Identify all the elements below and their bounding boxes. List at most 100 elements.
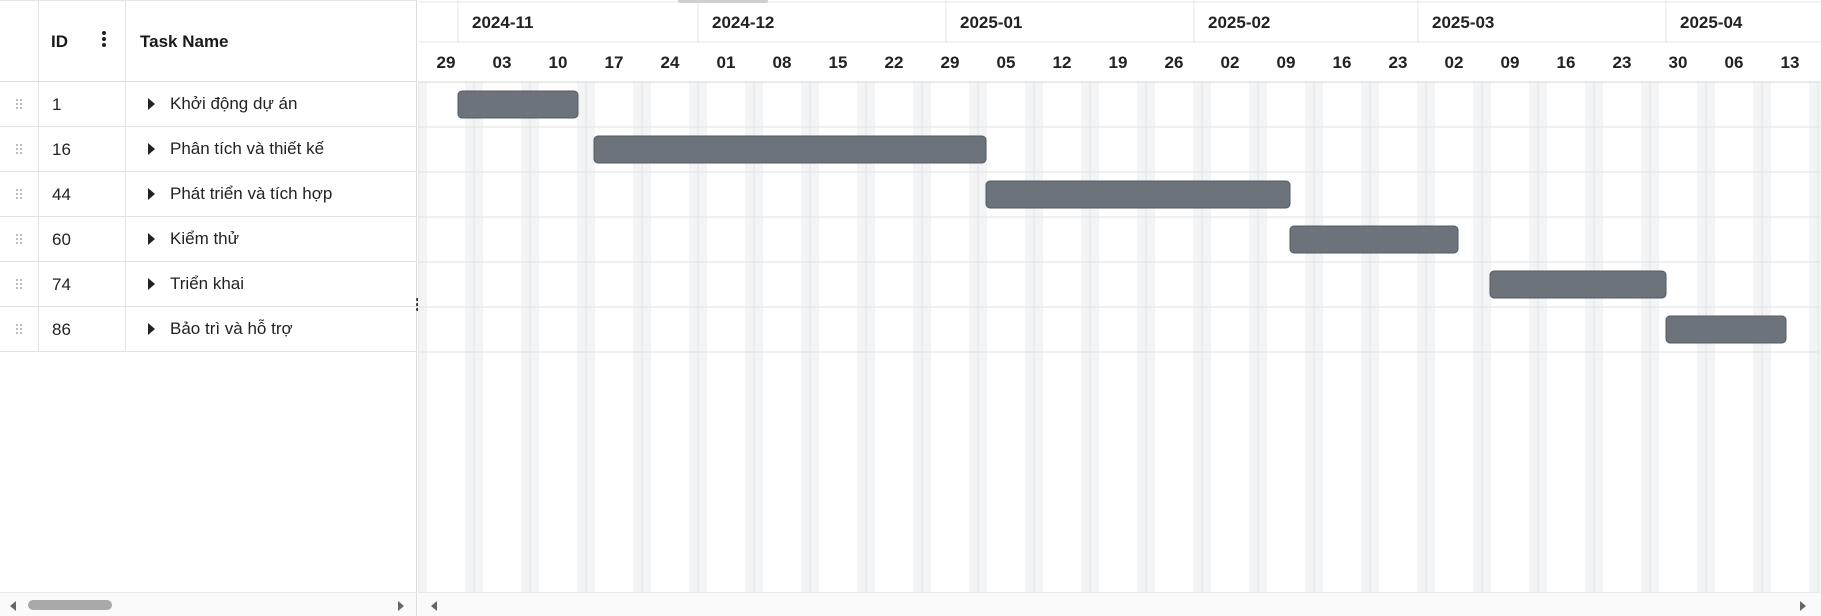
scrollbar-thumb[interactable] [28,600,112,610]
grid-horizontal-scrollbar[interactable] [0,592,416,616]
task-bar[interactable] [593,135,987,164]
week-label: 12 [1053,53,1072,72]
scroll-left-arrow-icon[interactable] [10,601,16,611]
weekend-band [1649,82,1659,592]
week-label: 02 [1445,53,1464,72]
scroll-right-arrow-icon[interactable] [398,601,404,611]
weekend-band [865,82,875,592]
scroll-right-arrow-icon[interactable] [1800,601,1806,611]
task-name-cell[interactable]: Phát triển và tích hợp [126,172,416,216]
month-label: 2025-02 [1208,13,1270,32]
drag-handle-icon[interactable] [15,278,23,291]
timeline-grid-lines [418,42,1821,592]
caret-right-icon[interactable] [148,278,155,290]
id-cell: 74 [39,262,126,306]
drag-handle-icon[interactable] [15,233,23,246]
task-bar[interactable] [1289,225,1459,254]
weekend-band [577,82,586,592]
week-label: 08 [773,53,792,72]
id-column-header[interactable]: ID [39,1,126,82]
month-label: 2025-03 [1432,13,1494,32]
task-bar[interactable] [985,180,1291,209]
task-id: 86 [52,320,71,339]
task-name: Triển khai [170,274,245,293]
week-label: 22 [885,53,904,72]
weekend-band [1033,82,1043,592]
drag-cell [0,172,39,216]
caret-right-icon[interactable] [148,188,155,200]
task-id: 1 [52,95,62,114]
task-name-column-header[interactable]: Task Name [126,1,416,82]
table-row[interactable]: 86 Bảo trì và hỗ trợ [0,307,416,352]
task-name: Phát triển và tích hợp [170,184,333,203]
weekend-band [1593,82,1603,592]
id-cell: 44 [39,172,126,216]
task-name-cell[interactable]: Kiểm thử [126,217,416,261]
weekend-band [689,82,698,592]
week-label: 19 [1109,53,1128,72]
week-label: 09 [1501,53,1520,72]
week-label: 13 [1781,53,1800,72]
task-id: 16 [52,140,71,159]
weekend-band [633,82,642,592]
weekend-band [1809,82,1818,592]
table-row[interactable]: 1 Khởi động dự án [0,82,416,127]
weekend-band [473,82,483,592]
caret-right-icon[interactable] [148,233,155,245]
task-name-cell[interactable]: Triển khai [126,262,416,306]
caret-right-icon[interactable] [148,323,155,335]
weekend-band [1025,82,1034,592]
month-label: 2025-01 [960,13,1022,32]
drag-handle-icon[interactable] [15,323,23,336]
weekend-band [969,82,978,592]
table-row[interactable]: 60 Kiểm thử [0,217,416,262]
caret-right-icon[interactable] [148,98,155,110]
timeline-horizontal-scrollbar[interactable] [418,592,1821,616]
task-id: 74 [52,275,71,294]
drag-handle-icon[interactable] [15,188,23,201]
drag-handle-icon[interactable] [15,98,23,111]
weekend-band [809,82,819,592]
weekend-band [753,82,763,592]
weekend-band [1081,82,1090,592]
weekend-band [697,82,707,592]
weekend-band [1257,82,1267,592]
task-name-cell[interactable]: Khởi động dự án [126,82,416,126]
weekend-band [1313,82,1323,592]
weekend-band [921,82,931,592]
vertical-ellipsis-icon[interactable] [414,298,420,316]
task-name-cell[interactable]: Bảo trì và hỗ trợ [126,307,416,351]
drag-cell [0,262,39,306]
week-label: 06 [1725,53,1744,72]
task-bar[interactable] [457,90,579,119]
table-row[interactable]: 44 Phát triển và tích hợp [0,172,416,217]
timeline-panel: 2024-11 2024-12 2025-01 2025-02 2025-03 2025-… [418,0,1821,616]
weekend-band [913,82,922,592]
week-label: 30 [1669,53,1688,72]
weekend-band [857,82,866,592]
table-row[interactable]: 74 Triển khai [0,262,416,307]
task-bar[interactable] [1665,315,1787,344]
scroll-indicator [678,0,768,3]
weekend-band [529,82,539,592]
timeline-canvas: 2024-11 2024-12 2025-01 2025-02 2025-03 2025-… [418,0,1821,592]
task-name: Khởi động dự án [170,94,298,113]
task-bar[interactable] [1489,270,1667,299]
drag-handle-icon[interactable] [15,143,23,156]
task-bars [457,90,1787,344]
caret-right-icon[interactable] [148,143,155,155]
task-name-cell[interactable]: Phân tích và thiết kế [126,127,416,171]
week-label: 09 [1277,53,1296,72]
scroll-left-arrow-icon[interactable] [431,601,437,611]
drag-cell [0,217,39,261]
task-name: Phân tích và thiết kế [170,139,325,158]
weekend-band [1417,82,1426,592]
task-name-column-label: Task Name [140,32,229,51]
week-label: 01 [717,53,736,72]
table-row[interactable]: 16 Phân tích và thiết kế [0,127,416,172]
drag-column-header [0,1,39,82]
id-column-label: ID [51,32,68,51]
weekend-band [1481,82,1491,592]
column-menu-icon[interactable] [101,31,107,51]
